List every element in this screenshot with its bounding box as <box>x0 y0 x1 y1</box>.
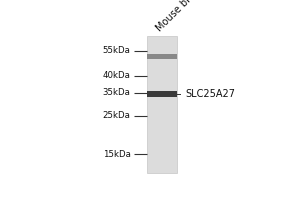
Bar <box>147 36 177 173</box>
Text: 15kDa: 15kDa <box>103 150 130 159</box>
Text: 35kDa: 35kDa <box>103 88 130 97</box>
Bar <box>147 91 177 97</box>
Text: 40kDa: 40kDa <box>103 71 130 80</box>
Text: 25kDa: 25kDa <box>103 111 130 120</box>
Text: Mouse brain: Mouse brain <box>155 0 204 33</box>
Text: 55kDa: 55kDa <box>103 46 130 55</box>
Bar <box>147 54 177 59</box>
Text: SLC25A27: SLC25A27 <box>185 89 235 99</box>
